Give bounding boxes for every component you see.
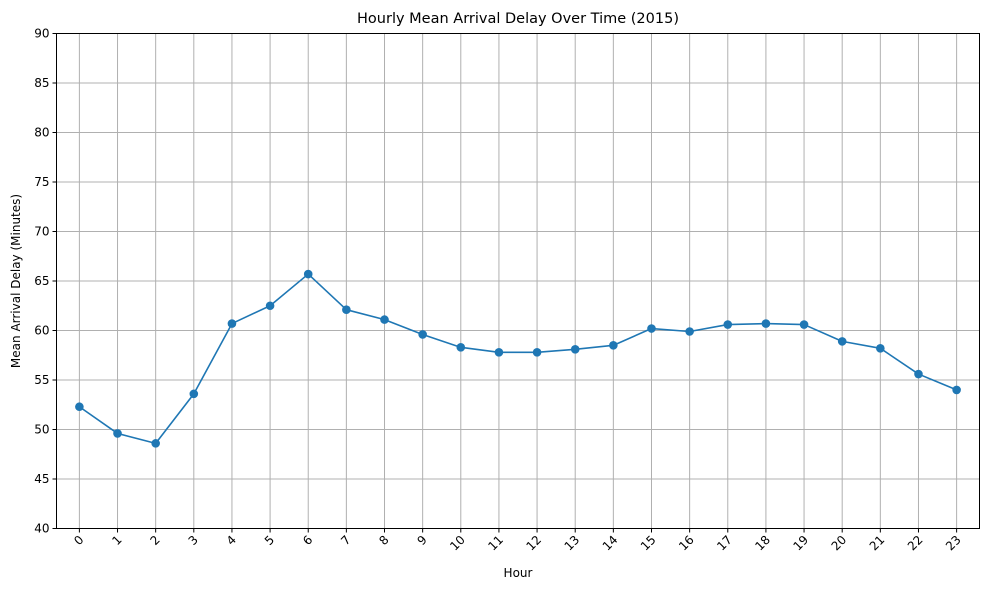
y-tick-label: 65 [34, 274, 49, 288]
series-layer [75, 269, 961, 448]
data-point [914, 369, 923, 379]
data-point [532, 347, 542, 357]
y-tick-label: 50 [34, 423, 49, 437]
data-point [876, 344, 885, 353]
y-tick-label: 55 [34, 373, 49, 387]
data-point [570, 345, 580, 354]
data-point [456, 343, 466, 352]
data-point [113, 429, 122, 438]
data-point [189, 389, 199, 399]
data-point [685, 327, 694, 336]
y-tick-label: 40 [34, 522, 49, 536]
y-tick-label: 60 [34, 324, 49, 338]
data-point [418, 330, 427, 339]
chart-title: Hourly Mean Arrival Delay Over Time (201… [357, 11, 679, 27]
data-point [75, 402, 84, 412]
data-point [609, 341, 618, 350]
y-tick-label: 70 [34, 225, 49, 239]
data-point [342, 305, 351, 315]
data-point [227, 319, 237, 328]
data-point [380, 315, 389, 324]
x-axis-label: Hour [504, 566, 533, 580]
y-tick-label: 75 [34, 175, 49, 189]
data-point [151, 439, 160, 448]
y-axis-label: Mean Arrival Delay (Minutes) [9, 194, 23, 368]
data-point [952, 385, 961, 395]
y-tick-label: 80 [34, 126, 49, 140]
data-point [799, 320, 809, 329]
data-point [723, 320, 733, 329]
data-point [761, 319, 771, 328]
y-tick-label: 85 [34, 76, 49, 90]
data-point [265, 301, 275, 311]
data-point [303, 269, 313, 279]
series-line [78, 273, 957, 445]
data-point [494, 347, 504, 357]
data-point [647, 324, 656, 333]
y-tick-label: 90 [34, 27, 49, 41]
y-tick-label: 45 [34, 472, 49, 486]
data-point [837, 337, 847, 346]
